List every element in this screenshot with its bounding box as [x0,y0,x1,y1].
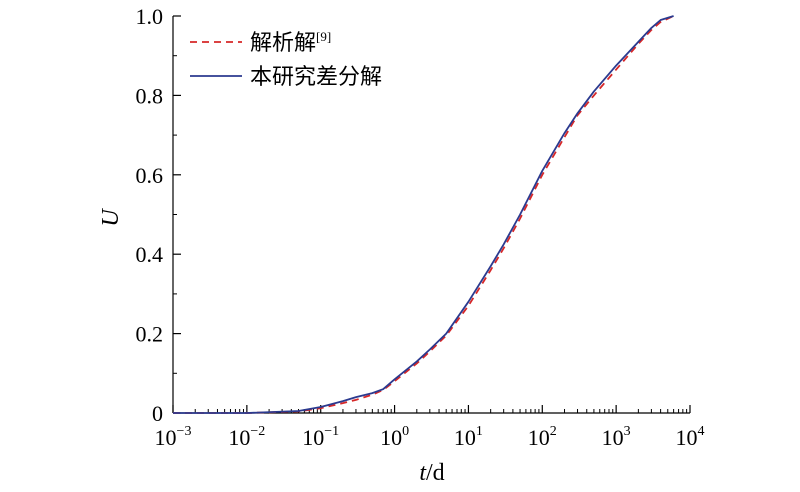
x-tick-label-exp: 1 [476,424,483,439]
x-tick-label-base: 10 [155,425,177,450]
y-tick-label: 1.0 [136,4,164,29]
x-tick-label-base: 10 [228,425,250,450]
x-tick-label-base: 10 [380,425,402,450]
legend-label-difference: 本研究差分解 [250,64,382,89]
x-tick-label-exp: 2 [550,424,557,439]
x-axis-label-unit: /d [426,460,445,486]
y-axis-label: U [98,208,124,227]
x-tick-label-base: 10 [528,425,550,450]
x-tick-label: 102 [528,424,557,450]
x-tick-label: 101 [454,424,483,450]
y-tick-label: 0.2 [136,322,164,347]
legend-label-analytical-sup: [9] [316,29,331,44]
tick-labels: 10−3 10−2 10−1 100 101 102 103 10400.20.40.60.8… [136,4,705,450]
x-tick-label: 104 [676,424,705,450]
x-tick-label-exp: −3 [177,424,192,439]
y-tick-label: 0.6 [136,163,164,188]
x-tick-label: 103 [602,424,631,450]
x-tick-label: 100 [380,424,409,450]
x-tick-label-base: 10 [454,425,476,450]
x-tick-label-exp: 3 [624,424,631,439]
legend-label-analytical-name: 解析解 [250,30,316,55]
y-tick-label: 0 [152,401,163,426]
x-tick-label: 10−2 [228,424,265,450]
x-tick-label-base: 10 [302,425,324,450]
legend: 解析解[9] 本研究差分解 [190,29,382,89]
x-tick-label-exp: −2 [250,424,265,439]
x-tick-label: 10−3 [155,424,192,450]
x-tick-label-base: 10 [602,425,624,450]
series-line-difference [173,15,674,414]
x-axis-label-var: t [419,460,427,486]
series-layer [173,15,674,414]
x-tick-label: 10−1 [302,424,339,450]
legend-label-analytical: 解析解[9] [250,29,331,55]
x-tick-label-base: 10 [676,425,698,450]
y-tick-label: 0.8 [136,83,164,108]
x-tick-label-exp: 0 [402,424,409,439]
x-tick-label-exp: −1 [324,424,339,439]
y-tick-label: 0.4 [136,242,164,267]
series-line-analytical [173,15,674,414]
x-tick-label-exp: 4 [698,424,705,439]
x-axis-label: t/d [419,460,444,486]
